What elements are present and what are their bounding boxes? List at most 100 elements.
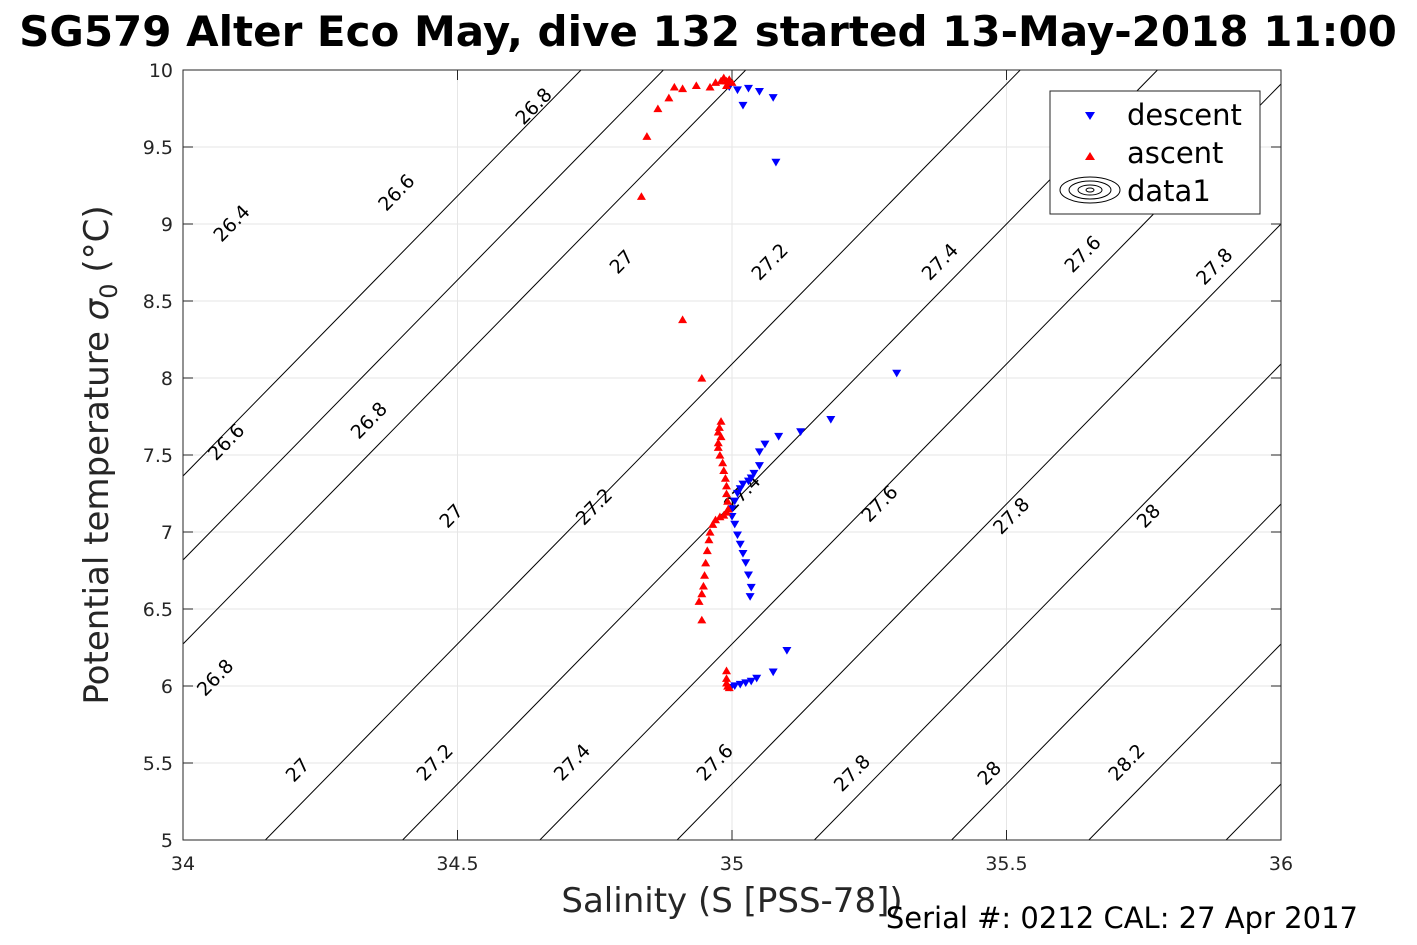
descent-point <box>738 480 748 489</box>
descent-point <box>732 489 742 498</box>
ascent-point <box>701 558 711 567</box>
ascent-point <box>678 84 688 93</box>
y-tick-label: 7 <box>161 522 173 544</box>
x-axis-label: Salinity (S [PSS-78]) <box>561 881 902 921</box>
grid-lines <box>182 69 1282 841</box>
ascent-point <box>722 489 732 498</box>
ascent-point <box>691 81 701 89</box>
descent-point <box>738 101 748 110</box>
descent-point <box>796 428 806 436</box>
ascent-point <box>697 373 707 382</box>
x-tick-label: 36 <box>1269 853 1293 875</box>
ascent-point <box>708 520 718 528</box>
legend: descent ascent data1 <box>1049 90 1261 215</box>
ascent-point <box>719 466 729 474</box>
descent-point <box>760 440 770 449</box>
y-axis-label-unit: (°C) <box>77 205 117 272</box>
descent-point <box>730 520 740 529</box>
descent-point <box>752 674 762 683</box>
ascent-point <box>727 78 737 86</box>
descent-point <box>735 485 745 493</box>
serial-cal-footer: Serial #: 0212 CAL: 27 Apr 2017 <box>886 901 1358 935</box>
ascent-point <box>636 192 646 200</box>
descent-point <box>738 549 748 558</box>
ascent-point <box>716 432 726 441</box>
descent-point <box>743 477 753 486</box>
ascent-point <box>669 82 679 91</box>
ascent-point <box>722 674 732 682</box>
legend-data1-label: data1 <box>1127 174 1211 208</box>
y-axis-label-symbol: σ <box>77 297 117 320</box>
ascent-point <box>698 581 708 590</box>
isopycnal-27.2 <box>402 70 1158 840</box>
ascent-point <box>722 666 732 675</box>
isopycnal-27 <box>264 70 1021 840</box>
ascent-point <box>713 438 723 447</box>
isopycnal-26.8 <box>183 70 747 645</box>
descent-point <box>730 497 740 506</box>
ascent-point <box>705 82 715 91</box>
isopycnal-28.2 <box>1088 643 1281 840</box>
legend-ascent-marker <box>1085 152 1095 160</box>
descent-point <box>782 646 792 655</box>
ascent-point <box>702 546 712 555</box>
legend-contour-marker <box>1059 176 1121 204</box>
descent-point <box>754 448 764 456</box>
density-contours <box>183 70 1281 840</box>
y-tick-label: 5.5 <box>143 753 173 775</box>
ascent-point <box>642 132 652 140</box>
descent-point <box>768 94 778 102</box>
legend-descent-marker <box>1085 112 1095 120</box>
ascent-point <box>678 315 688 324</box>
isopycnal-27.8 <box>813 363 1281 840</box>
isopycnal-27.6 <box>676 223 1281 840</box>
y-tick-label: 6.5 <box>143 599 173 621</box>
isopycnal-26.6 <box>183 70 664 561</box>
y-tick-label: 10 <box>149 60 173 82</box>
legend-descent-label: descent <box>1127 98 1242 132</box>
x-tick-label: 34.5 <box>436 853 478 875</box>
ascent-point <box>704 535 714 544</box>
descent-point <box>774 432 784 441</box>
ascent-point <box>724 683 734 692</box>
y-axis-label-sub: 0 <box>95 283 123 298</box>
descent-point <box>746 583 756 592</box>
descent-point <box>768 668 778 677</box>
y-tick-label: 9 <box>161 214 173 236</box>
descent-point <box>749 469 759 478</box>
y-tick-label: 7.5 <box>143 445 173 467</box>
y-tick-label: 8.5 <box>143 291 173 313</box>
descent-point <box>741 559 751 567</box>
ascent-point <box>723 497 733 505</box>
ascent-point <box>718 458 728 467</box>
ascent-point <box>705 527 715 536</box>
ascent-point <box>722 678 732 687</box>
y-tick-label: 9.5 <box>143 137 173 159</box>
descent-point <box>735 540 745 549</box>
ascent-point <box>714 423 724 431</box>
ascent-point <box>664 93 674 102</box>
descent-point <box>743 571 753 580</box>
descent-point <box>754 87 764 96</box>
x-tick-label: 34 <box>171 853 195 875</box>
ascent-point <box>716 417 726 425</box>
ascent-point <box>722 81 732 89</box>
ascent-point <box>697 589 707 598</box>
y-tick-label: 8 <box>161 368 173 390</box>
ascent-point <box>653 104 663 113</box>
ascent-point <box>715 512 725 521</box>
isopycnal-28 <box>951 503 1281 840</box>
chart-title: SG579 Alter Eco May, dive 132 started 13… <box>19 7 1397 56</box>
y-tick-label: 6 <box>161 676 173 698</box>
axis-ticks: 34 34.5 35 35.5 36 5 5.5 6 6.5 7 7.5 8 8.5 9 9.5 10 <box>143 60 1293 875</box>
ascent-point <box>722 481 732 490</box>
x-tick-label: 35 <box>720 853 744 875</box>
descent-point <box>745 593 755 601</box>
ascent-point <box>697 615 707 624</box>
y-tick-label: 5 <box>161 830 173 852</box>
descent-point <box>826 415 836 424</box>
descent-point <box>732 531 742 540</box>
isopycnal-26.4 <box>183 70 582 477</box>
data-points <box>636 73 902 692</box>
descent-point <box>754 462 764 470</box>
